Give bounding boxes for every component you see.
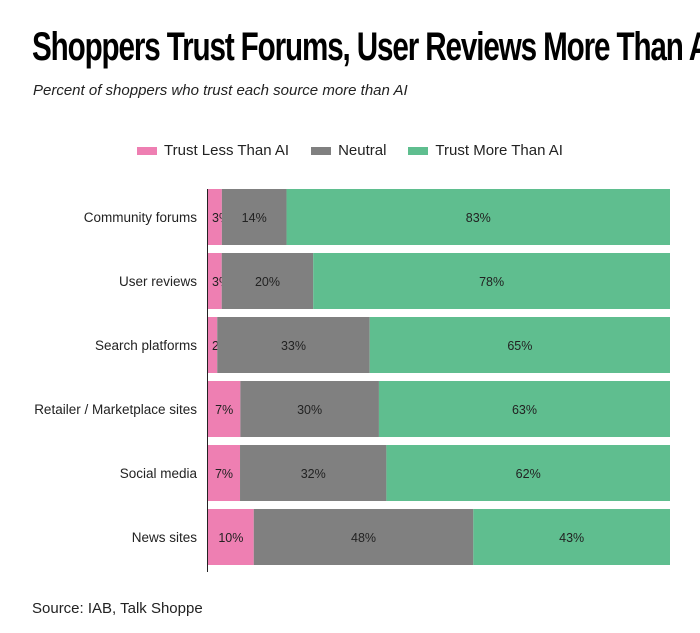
value-label-social-media-neutral: 32% [301,467,326,481]
legend-label-trust-more: Trust More Than AI [435,142,563,159]
bar-social-media-neutral [240,445,387,501]
legend-swatch-trust-more [408,146,429,155]
value-label-retailer-marketplace-sites-trust-less-than-ai: 7% [215,403,233,417]
bar-retailer-marketplace-sites-neutral [240,381,379,437]
bar-community-forums-trust-less-than-ai [208,189,222,245]
legend-item-neutral: Neutral [311,142,386,159]
value-label-search-platforms-trust-more-than-ai: 65% [507,339,532,353]
bar-social-media-trust-less-than-ai [208,445,241,501]
bar-community-forums-trust-more-than-ai [286,189,670,245]
bar-retailer-marketplace-sites-trust-more-than-ai [378,381,670,437]
legend-swatch-neutral [311,146,332,155]
bar-social-media-trust-more-than-ai [386,445,670,501]
bar-community-forums-neutral [221,189,287,245]
value-label-retailer-marketplace-sites-neutral: 30% [297,403,322,417]
bar-user-reviews-trust-less-than-ai [208,253,222,309]
value-label-news-sites-neutral: 48% [351,531,376,545]
legend-item-trust-more: Trust More Than AI [408,142,563,159]
category-label-retailer-marketplace-sites: Retailer / Marketplace sites [34,402,197,417]
bar-user-reviews-neutral [221,253,314,309]
bar-retailer-marketplace-sites-trust-less-than-ai [208,381,241,437]
value-label-social-media-trust-more-than-ai: 62% [516,467,541,481]
category-label-news-sites: News sites [132,530,198,545]
value-label-news-sites-trust-less-than-ai: 10% [218,531,243,545]
value-label-community-forums-trust-more-than-ai: 83% [466,211,491,225]
value-label-news-sites-trust-more-than-ai: 43% [559,531,584,545]
legend: Trust Less Than AI Neutral Trust More Th… [0,142,700,159]
bar-search-platforms-neutral [217,317,370,373]
value-label-retailer-marketplace-sites-trust-more-than-ai: 63% [512,403,537,417]
category-label-user-reviews: User reviews [119,274,197,289]
value-label-user-reviews-trust-more-than-ai: 78% [479,275,504,289]
value-label-search-platforms-neutral: 33% [281,339,306,353]
bar-news-sites-neutral [253,509,474,565]
bar-search-platforms-trust-less-than-ai [208,317,218,373]
legend-label-trust-less: Trust Less Than AI [164,142,290,159]
category-label-community-forums: Community forums [84,210,198,225]
legend-item-trust-less: Trust Less Than AI [137,142,289,159]
bar-search-platforms-trust-more-than-ai [369,317,670,373]
bar-user-reviews-trust-more-than-ai [313,253,670,309]
value-label-user-reviews-neutral: 20% [255,275,280,289]
category-label-social-media: Social media [120,466,198,481]
chart-title: Shoppers Trust Forums, User Reviews More… [32,25,700,69]
category-label-search-platforms: Search platforms [95,338,197,353]
legend-label-neutral: Neutral [338,142,387,159]
bar-news-sites-trust-more-than-ai [473,509,670,565]
source-note: Source: IAB, Talk Shoppe [32,600,203,617]
legend-swatch-trust-less [137,146,157,155]
value-label-community-forums-neutral: 14% [242,211,267,225]
chart-subtitle: Percent of shoppers who trust each sourc… [33,82,408,99]
bar-news-sites-trust-less-than-ai [208,509,254,565]
value-label-social-media-trust-less-than-ai: 7% [215,467,233,481]
